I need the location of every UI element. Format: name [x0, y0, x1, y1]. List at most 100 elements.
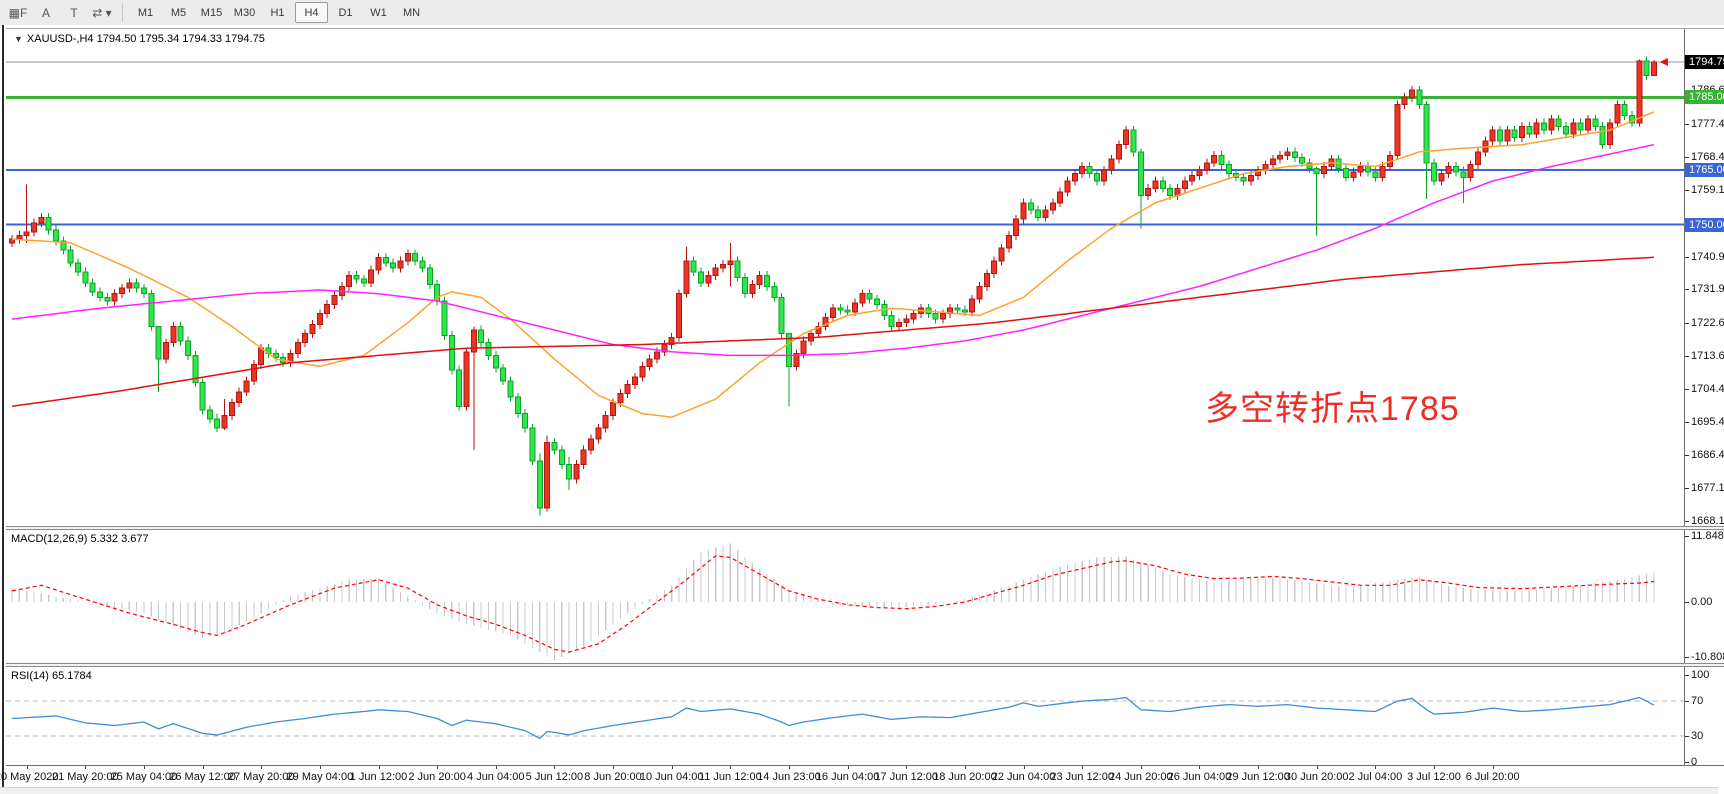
- macd-pane[interactable]: MACD(12,26,9) 5.332 3.677 11.848 0.00 -10.…: [6, 530, 1724, 663]
- candle-body: [221, 414, 228, 429]
- candle-body: [250, 364, 257, 382]
- candle-body: [96, 291, 103, 298]
- timeframe-button-m1[interactable]: M1: [137, 6, 154, 19]
- candle-body: [551, 442, 558, 451]
- rsi-tick-label: 30: [1684, 729, 1704, 742]
- candle-body: [1577, 122, 1584, 131]
- price-plot[interactable]: [6, 29, 1684, 527]
- candle-body: [1636, 60, 1643, 124]
- candle-body: [514, 396, 521, 415]
- font-label-icon[interactable]: A: [41, 5, 50, 20]
- time-label: 11 Jun 12:00: [698, 771, 762, 783]
- pane-splitter[interactable]: [6, 663, 1724, 667]
- timeframe-button-d1[interactable]: D1: [338, 6, 353, 19]
- candle-body: [903, 318, 910, 324]
- candle-body: [243, 380, 250, 393]
- timeframe-button-mn[interactable]: MN: [402, 6, 421, 19]
- macd-tick-label: -10.808: [1684, 651, 1724, 663]
- cycle-arrows-icon[interactable]: ⇄ ▾: [92, 5, 112, 20]
- candle-body: [712, 267, 719, 276]
- candle-body: [324, 304, 331, 315]
- timeframe-button-h1[interactable]: H1: [270, 6, 285, 19]
- bottom-strip: [0, 787, 1718, 794]
- rsi-pane[interactable]: RSI(14) 65.1784 100 70 30 0: [6, 667, 1724, 768]
- candle-body: [463, 351, 470, 407]
- candle-body: [302, 333, 309, 344]
- candle-body: [866, 293, 873, 300]
- annotation-text: 多空转折点1785: [1205, 390, 1460, 428]
- time-label: 30 Jun 20:00: [1284, 771, 1349, 783]
- time-tick: [495, 766, 497, 769]
- candle-body: [1167, 187, 1174, 197]
- candle-body: [1394, 104, 1401, 157]
- price-tick-label: 1731.90: [1685, 283, 1724, 295]
- collapse-arrow-icon[interactable]: ▼: [14, 34, 23, 44]
- candle-body: [485, 342, 492, 356]
- timeframe-button-m5[interactable]: M5: [170, 6, 187, 19]
- candle-body: [67, 249, 74, 264]
- candle-body: [111, 293, 118, 302]
- candle-body: [991, 260, 998, 275]
- rsi-tick-label: 100: [1684, 669, 1710, 681]
- candle-body: [536, 460, 543, 509]
- candle-body: [1152, 180, 1159, 189]
- candle-body: [822, 316, 829, 327]
- price-tick-label: 1668.15: [1685, 515, 1724, 527]
- time-tick: [554, 766, 556, 769]
- candle-body: [1401, 96, 1408, 106]
- time-tick: [26, 766, 28, 769]
- candle-body: [983, 273, 990, 287]
- time-label: 29 Jun 12:00: [1226, 771, 1290, 783]
- time-label: 27 May 20:00: [227, 771, 295, 783]
- pane-splitter[interactable]: [6, 526, 1724, 530]
- price-tick-label: 1695.40: [1685, 416, 1724, 428]
- candle-body: [558, 449, 565, 465]
- grid-template-icon[interactable]: ▦F: [8, 5, 28, 20]
- candle-body: [1643, 60, 1650, 77]
- time-label: 26 Jun 04:00: [1167, 771, 1232, 783]
- candle-body: [441, 300, 448, 336]
- timeframe-button-m15[interactable]: M15: [200, 6, 223, 19]
- candle-body: [1475, 151, 1481, 166]
- candle-body: [1218, 155, 1225, 166]
- candle-body: [133, 282, 140, 289]
- ma-fast-orange-line: [11, 111, 1655, 418]
- time-label: 6 Jul 20:00: [1465, 771, 1520, 783]
- candle-body: [1225, 164, 1232, 175]
- timeframe-button-w1[interactable]: W1: [370, 6, 387, 19]
- timeframe-button-h4[interactable]: H4: [295, 2, 328, 23]
- candle-body: [742, 276, 748, 295]
- time-label: 5 Jun 12:00: [525, 771, 584, 783]
- price-tag-1785-00: 1785.00: [1685, 90, 1724, 105]
- candle-body: [1211, 155, 1218, 164]
- candle-body: [1540, 122, 1547, 131]
- time-label: 2 Jul 04:00: [1348, 771, 1403, 783]
- time-tick: [1082, 766, 1084, 769]
- macd-tick-label: 11.848: [1685, 530, 1724, 542]
- candle-body: [148, 293, 155, 327]
- candle-body: [1321, 165, 1328, 175]
- candle-body: [1357, 165, 1364, 173]
- symbol-ohlc-label[interactable]: ▼ XAUUSD-,H4 1794.50 1795.34 1794.33 1794…: [14, 33, 265, 45]
- candle-body: [529, 427, 536, 462]
- time-label: 20 May 2020: [0, 771, 59, 783]
- candle-body: [38, 216, 45, 224]
- candle-body: [368, 269, 375, 284]
- text-box-icon[interactable]: T: [70, 5, 78, 20]
- candle-body: [800, 340, 807, 355]
- time-tick: [1434, 766, 1436, 769]
- time-label: 18 Jun 20:00: [933, 771, 997, 783]
- time-label: 2 Jun 20:00: [408, 771, 466, 783]
- candle-body: [1013, 218, 1020, 237]
- candle-body: [82, 271, 89, 284]
- timeframe-button-m30[interactable]: M30: [233, 6, 256, 19]
- candle-body: [52, 229, 59, 242]
- candle-body: [1130, 129, 1137, 153]
- time-tick: [1140, 766, 1142, 769]
- rsi-plot: [6, 696, 1684, 740]
- candle-body: [1570, 122, 1577, 135]
- main-chart-pane[interactable]: ▼ XAUUSD-,H4 1794.50 1795.34 1794.33 1794…: [6, 28, 1724, 527]
- ma-slow-red-line: [11, 256, 1654, 408]
- candle-body: [1504, 129, 1511, 142]
- time-tick: [613, 766, 615, 769]
